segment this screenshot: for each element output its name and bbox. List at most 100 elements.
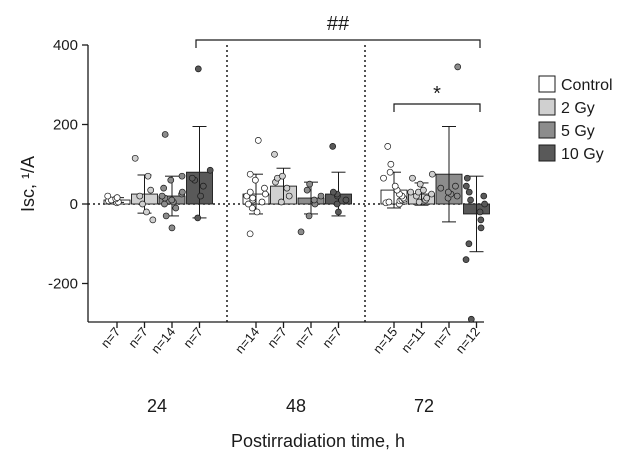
data-point-72h-5-gy-1 (454, 193, 460, 199)
data-point-48h-10-gy-0 (335, 209, 341, 215)
data-point-48h-control-11 (252, 177, 258, 183)
data-point-72h-10-gy-4 (478, 217, 484, 223)
data-point-24h-5-gy-3 (161, 201, 167, 207)
data-point-48h-5-gy-6 (307, 181, 313, 187)
data-point-48h-10-gy-2 (343, 197, 349, 203)
data-point-48h-control-8 (262, 191, 268, 197)
data-point-72h-2-gy-10 (429, 171, 435, 177)
data-point-48h-2-gy-0 (278, 199, 284, 205)
data-point-48h-2-gy-5 (279, 173, 285, 179)
data-point-72h-control-11 (381, 175, 387, 181)
data-point-72h-2-gy-5 (408, 189, 414, 195)
data-point-72h-5-gy-4 (438, 185, 444, 191)
data-point-24h-5-gy-1 (163, 213, 169, 219)
data-point-72h-10-gy-11 (464, 175, 470, 181)
data-point-72h-control-14 (385, 143, 391, 149)
data-point-48h-control-13 (255, 137, 261, 143)
legend: Control 2 Gy 5 Gy 10 Gy (539, 76, 613, 163)
n-label-24h-10-gy: n=7 (180, 324, 206, 351)
legend-label-control: Control (561, 77, 613, 94)
data-point-48h-2-gy-2 (284, 185, 290, 191)
data-point-24h-5-gy-10 (161, 185, 167, 191)
data-point-24h-control-5 (114, 195, 120, 201)
data-point-24h-10-gy-5 (207, 167, 213, 173)
n-label-48h-10-gy: n=7 (319, 324, 345, 351)
data-point-72h-5-gy-3 (445, 189, 451, 195)
data-point-48h-5-gy-3 (311, 197, 317, 203)
data-point-24h-10-gy-0 (195, 215, 201, 221)
data-point-48h-10-gy-6 (330, 143, 336, 149)
n-label-24h-control: n=7 (98, 324, 124, 351)
legend-label-10-gy: 10 Gy (561, 146, 604, 163)
legend-label-2-gy: 2 Gy (561, 100, 595, 117)
data-point-48h-control-6 (250, 195, 256, 201)
n-label-48h-5-gy: n=7 (292, 324, 318, 351)
data-point-24h-5-gy-9 (179, 189, 185, 195)
y-tick-label-400: 400 (53, 37, 78, 54)
group-label-72: 72 (414, 396, 434, 416)
y-tick-label-0: 0 (70, 196, 78, 213)
data-point-72h-5-gy-6 (455, 64, 461, 70)
data-point-24h-2-gy-0 (150, 217, 156, 223)
y-tick-label--200: -200 (48, 276, 78, 293)
data-point-24h-5-gy-12 (179, 173, 185, 179)
data-point-24h-2-gy-1 (143, 209, 149, 215)
data-point-48h-5-gy-4 (318, 193, 324, 199)
x-ticks: n=7 n=7n=14 n=7 n=14 n=7 n=7 n=7 n=15n=11 n=7n=1… (98, 322, 483, 356)
data-point-72h-10-gy-5 (477, 209, 483, 215)
data-point-24h-5-gy-11 (168, 177, 174, 183)
x-axis-title: Postirradiation time, h (231, 431, 405, 451)
data-point-72h-10-gy-7 (468, 197, 474, 203)
data-point-72h-control-10 (392, 183, 398, 189)
data-point-72h-10-gy-1 (463, 257, 469, 263)
data-point-72h-10-gy-10 (463, 183, 469, 189)
data-point-72h-5-gy-5 (452, 183, 458, 189)
data-point-72h-10-gy-2 (466, 241, 472, 247)
data-point-72h-10-gy-8 (481, 193, 487, 199)
y-axis-title: Isc, ¹/A (18, 156, 38, 212)
n-label-72h-control: n=15 (370, 324, 400, 356)
data-point-72h-2-gy-7 (420, 187, 426, 193)
data-point-48h-control-4 (259, 199, 265, 205)
data-point-24h-5-gy-13 (162, 131, 168, 137)
n-label-48h-control: n=14 (232, 324, 262, 356)
significance-bracket-hash (196, 40, 480, 48)
data-point-72h-control-12 (387, 169, 393, 175)
data-point-48h-10-gy-5 (330, 189, 336, 195)
data-point-72h-2-gy-8 (417, 181, 423, 187)
group-label-48: 48 (286, 396, 306, 416)
data-point-24h-2-gy-4 (148, 187, 154, 193)
data-point-72h-10-gy-3 (478, 225, 484, 231)
data-point-48h-2-gy-6 (271, 151, 277, 157)
data-point-24h-10-gy-1 (198, 193, 204, 199)
significance-label-hash: ## (327, 13, 350, 35)
legend-swatch-2-gy (539, 99, 555, 115)
significance-bracket-star (394, 104, 480, 112)
data-point-72h-2-gy-9 (409, 175, 415, 181)
data-point-48h-2-gy-1 (286, 193, 292, 199)
data-point-24h-5-gy-7 (159, 193, 165, 199)
data-point-48h-5-gy-5 (304, 187, 310, 193)
data-point-48h-control-10 (261, 185, 267, 191)
data-point-72h-2-gy-0 (416, 199, 422, 205)
y-tick-label-200: 200 (53, 117, 78, 134)
y-ticks: 400 200 0 -200 (48, 37, 88, 293)
data-point-48h-5-gy-1 (306, 213, 312, 219)
n-label-72h-2-gy: n=11 (398, 324, 428, 355)
data-point-72h-10-gy-6 (482, 201, 488, 207)
data-point-24h-2-gy-3 (137, 193, 143, 199)
data-point-24h-5-gy-0 (169, 225, 175, 231)
data-point-72h-control-2 (386, 199, 392, 205)
data-point-24h-10-gy-2 (200, 183, 206, 189)
data-point-72h-10-gy-9 (466, 189, 472, 195)
legend-swatch-control (539, 76, 555, 92)
data-point-48h-5-gy-0 (298, 229, 304, 235)
legend-label-5-gy: 5 Gy (561, 123, 595, 140)
data-point-72h-2-gy-4 (429, 191, 435, 197)
n-label-48h-2-gy: n=7 (264, 324, 290, 351)
legend-swatch-5-gy (539, 122, 555, 138)
data-point-72h-10-gy-0 (468, 316, 474, 322)
data-point-24h-5-gy-5 (169, 197, 175, 203)
data-point-24h-2-gy-6 (132, 155, 138, 161)
